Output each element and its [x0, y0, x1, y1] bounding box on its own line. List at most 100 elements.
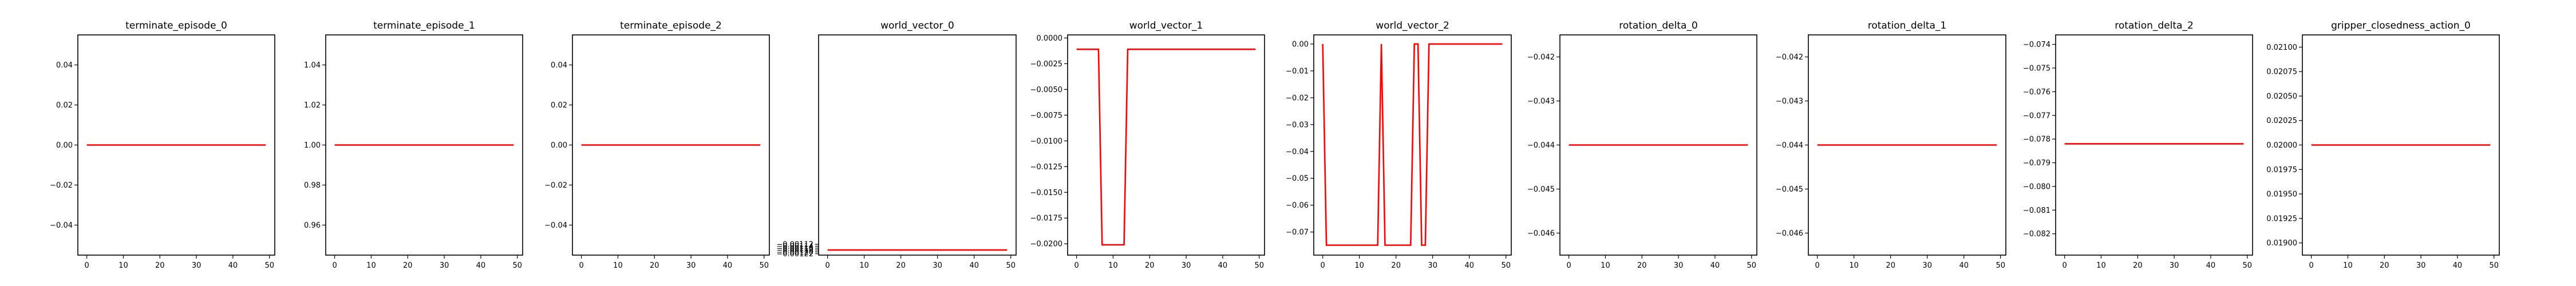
x-tick-label: 30 [933, 261, 942, 270]
y-tick-label: −0.04 [50, 221, 73, 230]
y-tick-label: 0.00 [1292, 40, 1309, 49]
y-tick-label: 0.00 [56, 141, 73, 150]
x-tick-label: 0 [825, 261, 830, 270]
y-tick-label: −0.0050 [1030, 86, 1062, 94]
chart-panel-7: rotation_delta_1 0 10 20 30 40 50 −0.046 −0.045 −… [1776, 20, 2006, 270]
plot-frame [1313, 34, 1512, 256]
x-tick-label: 0 [579, 261, 583, 270]
x-tick-label: 50 [1747, 261, 1756, 270]
y-tick-label: −0.02 [50, 181, 73, 190]
chart-title: rotation_delta_0 [1619, 20, 1698, 31]
x-tick-label: 0 [332, 261, 337, 270]
x-tick-label: 40 [2453, 261, 2463, 270]
x-tick-label: 50 [1501, 261, 1511, 270]
series-line-0 [1322, 43, 1503, 246]
x-tick-label: 40 [1464, 261, 1474, 270]
x-tick-label: 50 [1006, 261, 1016, 270]
y-tick-label: −0.0200 [1030, 240, 1062, 249]
y-tick-label: 0.02050 [2266, 92, 2297, 101]
y-tick-label: −0.02 [1286, 94, 1309, 102]
x-tick-label: 20 [1886, 261, 1895, 270]
x-tick-label: 50 [1996, 261, 2005, 270]
chart-title: terminate_episode_1 [373, 20, 475, 31]
x-tick-label: 30 [1428, 261, 1437, 270]
x-tick-label: 10 [1354, 261, 1364, 270]
y-tick-label: −0.00114 [776, 243, 813, 251]
x-tick-label: 50 [1254, 261, 1264, 270]
y-tick-label: 0.02100 [2266, 43, 2297, 52]
y-tick-label: −0.07 [1286, 228, 1309, 237]
y-tick-label: −0.077 [2023, 112, 2050, 120]
y-tick-label: 0.01925 [2266, 214, 2297, 223]
plot-frame [1067, 34, 1265, 256]
x-tick-label: 20 [403, 261, 413, 270]
y-tick-label: 1.02 [304, 101, 321, 110]
x-tick-label: 10 [1601, 261, 1610, 270]
y-tick-label: −0.01 [1286, 67, 1309, 76]
y-tick-label: 0.01975 [2266, 166, 2297, 174]
y-tick-label: −0.00122 [776, 250, 813, 259]
y-tick-label: −0.044 [1776, 141, 1803, 150]
y-tick-label: −0.044 [1527, 141, 1555, 150]
y-tick-label: −0.04 [1286, 148, 1309, 156]
chart-panel-5: world_vector_2 0 10 20 30 40 50 −0.07 −0.06 −0.05… [1286, 20, 1512, 270]
x-tick-label: 0 [1321, 261, 1325, 270]
x-tick-label: 20 [155, 261, 165, 270]
x-tick-label: 40 [969, 261, 979, 270]
x-tick-label: 0 [1566, 261, 1571, 270]
y-tick-label: −0.075 [2023, 64, 2050, 73]
x-tick-label: 20 [2133, 261, 2143, 270]
x-tick-label: 10 [613, 261, 623, 270]
x-tick-label: 40 [1218, 261, 1228, 270]
x-tick-label: 20 [650, 261, 659, 270]
y-tick-label: 0.04 [551, 61, 567, 70]
y-tick-label: −0.080 [2023, 182, 2050, 191]
chart-title: terminate_episode_2 [620, 20, 722, 31]
y-tick-label: −0.0150 [1030, 189, 1062, 197]
y-tick-label: −0.06 [1286, 201, 1309, 210]
y-tick-label: −0.05 [1286, 174, 1309, 183]
chart-panel-8: rotation_delta_2 0 10 20 30 40 50 −0.082 −0.081 −… [2023, 20, 2253, 270]
x-tick-label: 30 [2170, 261, 2179, 270]
y-tick-label: −0.00120 [776, 248, 813, 257]
x-tick-label: 10 [366, 261, 376, 270]
y-tick-label: 0.02025 [2266, 117, 2297, 125]
y-tick-label: 0.96 [304, 221, 321, 230]
x-tick-label: 20 [1391, 261, 1401, 270]
chart-title: gripper_closedness_action_0 [2331, 20, 2471, 31]
x-tick-label: 50 [512, 261, 522, 270]
chart-title: world_vector_1 [1129, 20, 1203, 31]
x-tick-label: 10 [1849, 261, 1859, 270]
x-tick-label: 10 [2096, 261, 2106, 270]
y-tick-label: 0.02075 [2266, 68, 2297, 77]
x-tick-label: 20 [1145, 261, 1155, 270]
chart-panel-0: terminate_episode_0 0 10 20 30 40 50 −0.04 −0.02… [50, 20, 275, 270]
y-tick-label: −0.076 [2023, 88, 2050, 97]
plot-frame [818, 34, 1017, 256]
y-tick-label: −0.03 [1286, 121, 1309, 129]
plot-frame [2055, 34, 2253, 256]
y-tick-label: −0.043 [1527, 97, 1555, 106]
x-tick-label: 30 [192, 261, 202, 270]
x-tick-label: 30 [1674, 261, 1684, 270]
x-tick-label: 50 [759, 261, 769, 270]
y-tick-label: 0.98 [304, 181, 321, 190]
x-tick-label: 0 [2309, 261, 2313, 270]
chart-title: terminate_episode_0 [125, 20, 227, 31]
y-tick-label: 0.00 [551, 141, 567, 150]
y-tick-label: 0.02 [56, 101, 73, 110]
chart-title: world_vector_0 [880, 20, 954, 31]
x-tick-label: 20 [896, 261, 906, 270]
y-tick-label: −0.074 [2023, 41, 2050, 49]
x-tick-label: 10 [1108, 261, 1118, 270]
x-tick-label: 50 [2489, 261, 2499, 270]
y-tick-label: −0.082 [2023, 230, 2050, 239]
x-tick-label: 40 [1710, 261, 1720, 270]
y-tick-label: −0.046 [1527, 229, 1555, 238]
x-tick-label: 10 [859, 261, 869, 270]
x-tick-label: 30 [1922, 261, 1932, 270]
y-tick-label: −0.0100 [1030, 137, 1062, 146]
y-tick-label: −0.046 [1776, 229, 1803, 238]
chart-panel-3: world_vector_0 0 10 20 30 40 50 −0.00122−0.0012… [776, 20, 1017, 270]
